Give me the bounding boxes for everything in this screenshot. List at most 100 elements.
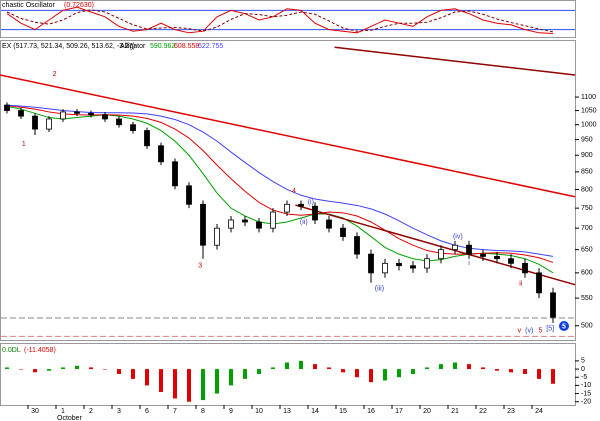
x-tick-label: 10: [255, 408, 263, 415]
series-line: [6, 104, 554, 257]
osc-title: chastic Oscillator: [2, 2, 56, 9]
candle-body: [368, 253, 374, 274]
x-tick-label: 16: [367, 408, 375, 415]
candle-body: [438, 249, 444, 260]
ao-bar: [33, 369, 37, 373]
wave-label: ii: [519, 281, 523, 288]
candle-body: [242, 219, 248, 223]
ao-bar: [313, 364, 317, 370]
ao-bar: [285, 362, 289, 370]
candle-body: [452, 244, 458, 251]
wave-label: [5]: [546, 325, 554, 332]
ao-bar: [159, 369, 163, 392]
y-tick-label: 5: [581, 358, 585, 365]
candle-body: [508, 258, 514, 264]
y-tick-label: 500: [581, 323, 593, 330]
wave-label: 3: [198, 263, 202, 270]
ao-bar: [481, 367, 485, 370]
y-tick-label: 700: [581, 225, 593, 232]
series-line: [6, 105, 554, 274]
y-tick-label: 600: [581, 270, 593, 277]
y-tick-label: 750: [581, 205, 593, 212]
ao-bar: [89, 367, 93, 370]
ao-bar: [467, 364, 471, 370]
ao-bar: [509, 369, 513, 373]
candle-body: [550, 292, 556, 318]
x-tick-label: 30: [31, 408, 39, 415]
ao-bar: [453, 362, 457, 370]
ao-bar: [397, 369, 401, 378]
wave-marker: [559, 321, 569, 331]
y-tick-label: 0: [581, 366, 585, 373]
ao-bar: [551, 369, 555, 384]
ao-bar: [495, 369, 499, 371]
candle-body: [60, 111, 66, 120]
ao-bar: [201, 369, 205, 401]
price-panel: [0, 40, 576, 341]
candle-body: [214, 227, 220, 246]
ao-bar: [75, 365, 79, 370]
candle-body: [480, 253, 486, 257]
ao-bar: [327, 367, 331, 370]
ao-bar: [19, 369, 23, 370]
ao-bar: [117, 369, 121, 374]
candle-body: [102, 114, 108, 120]
x-tick-label: 15: [339, 408, 347, 415]
candle-body: [88, 112, 94, 116]
trend-line: [295, 204, 576, 286]
x-tick-label: 3: [117, 408, 121, 415]
candle-body: [4, 104, 10, 111]
candle-body: [256, 221, 262, 229]
ao-bar: [61, 367, 65, 370]
candle-body: [200, 203, 206, 246]
y-tick-label: 800: [581, 186, 593, 193]
x-tick-label: 8: [201, 408, 205, 415]
y-tick-label: 850: [581, 169, 593, 176]
candle-body: [326, 219, 332, 229]
candle-body: [522, 262, 528, 274]
wave-label: v: [518, 327, 522, 334]
ao-bar: [257, 369, 261, 374]
trend-line: [0, 74, 576, 198]
candle-body: [396, 262, 402, 267]
ao-title: 0.0DL: [2, 347, 21, 354]
candle-body: [382, 262, 388, 274]
x-tick-label: 24: [535, 408, 543, 415]
wave-label: (i): [308, 199, 314, 206]
ao-bar: [243, 369, 247, 379]
indicator-title: Alligator: [120, 43, 146, 50]
y-tick-label: -10: [581, 382, 591, 389]
ao-bar: [411, 369, 415, 374]
indicator-value: 622.755: [198, 43, 223, 50]
y-tick-label: 900: [581, 152, 593, 159]
candle-body: [74, 111, 80, 114]
candle-body: [410, 265, 416, 269]
wave-marker-label: 5: [562, 323, 566, 330]
ao-bar: [341, 369, 345, 373]
ao-value: (-11.4058): [24, 347, 56, 354]
candle-body: [270, 211, 276, 229]
ao-bar: [187, 369, 191, 402]
candle-body: [186, 185, 192, 205]
y-tick-label: -20: [581, 399, 591, 406]
candle-body: [228, 219, 234, 229]
x-tick-label: 21: [451, 408, 459, 415]
x-tick-label: 2: [89, 408, 93, 415]
wave-label: i: [468, 260, 470, 267]
ao-bar: [145, 369, 149, 386]
ao-bar: [103, 369, 107, 370]
y-tick-label: 1100: [581, 94, 596, 101]
candle-body: [116, 118, 122, 126]
candle-body: [46, 118, 52, 130]
wave-label: (v): [525, 327, 533, 334]
indicator-value: 590.962: [150, 43, 175, 50]
candle-body: [130, 124, 136, 131]
candle-body: [172, 161, 178, 187]
ao-bar: [383, 369, 387, 381]
candle-body: [144, 130, 150, 147]
series-line: [6, 9, 554, 33]
ao-bar: [369, 369, 373, 383]
